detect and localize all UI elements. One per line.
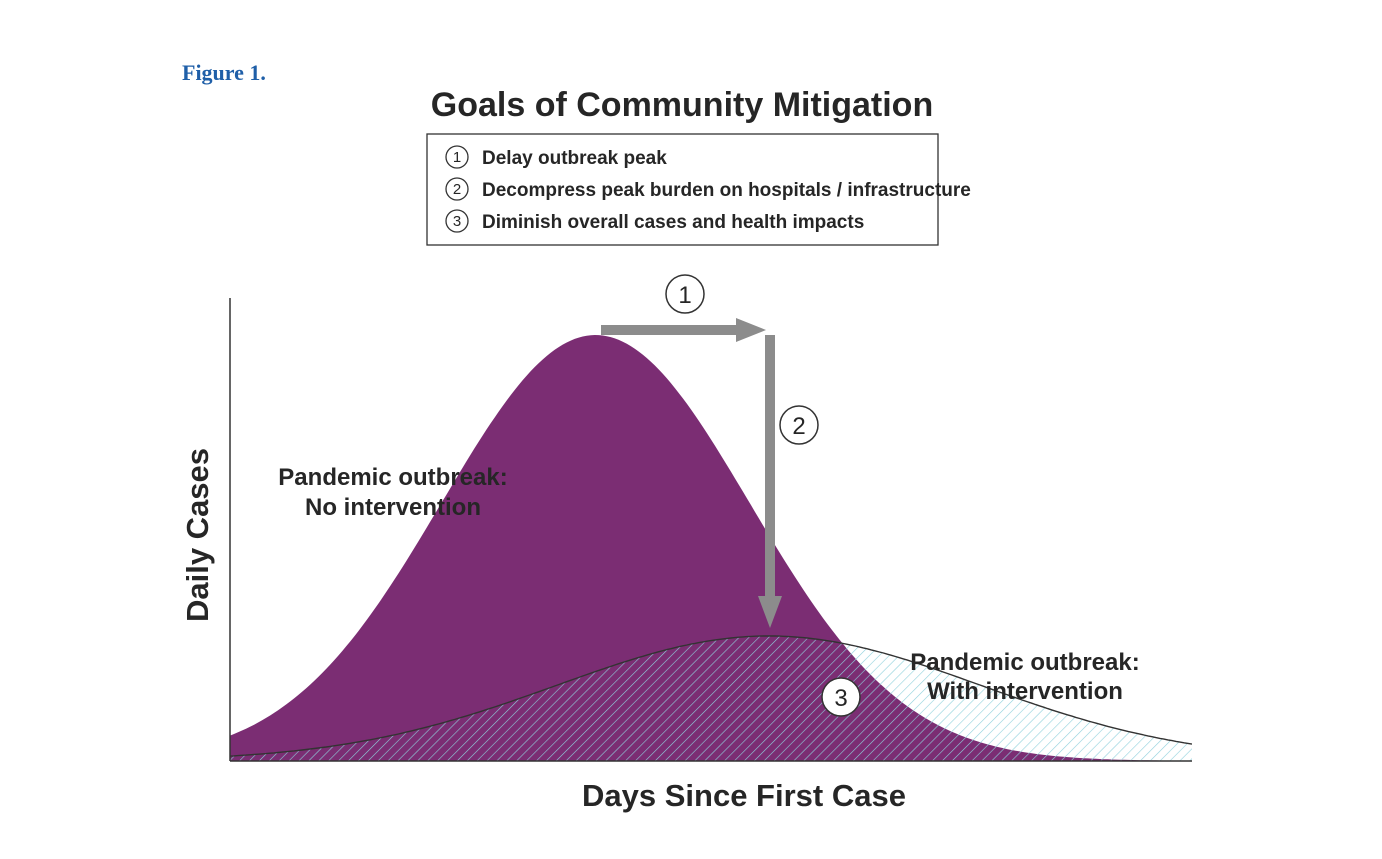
legend-item-3: 3 Diminish overall cases and health impa… xyxy=(445,209,864,233)
series-label-line: With intervention xyxy=(927,678,1123,705)
marker-2: 2 xyxy=(779,405,819,445)
series-line-with-intervention xyxy=(230,635,1192,757)
marker-number: 3 xyxy=(834,685,847,712)
marker-number: 1 xyxy=(678,282,691,309)
series-label-line: Pandemic outbreak: xyxy=(910,649,1139,676)
delay-arrow xyxy=(601,318,766,342)
marker-circle xyxy=(665,274,705,314)
legend: 1 Delay outbreak peak 2 Decompress peak … xyxy=(426,133,971,246)
delay-arrow-head xyxy=(736,318,766,342)
legend-number-circle xyxy=(445,145,469,169)
legend-number: 2 xyxy=(453,181,461,198)
legend-item-text: Decompress peak burden on hospitals / in… xyxy=(482,180,971,201)
marker-circle xyxy=(821,677,861,717)
series-label-with-intervention: Pandemic outbreak: With intervention xyxy=(910,649,1139,705)
x-axis-label: Days Since First Case xyxy=(582,778,906,813)
legend-number-circle xyxy=(445,177,469,201)
figure-label: Figure 1. xyxy=(182,60,266,85)
legend-number: 1 xyxy=(453,149,461,166)
legend-item-1: 1 Delay outbreak peak xyxy=(445,145,667,169)
legend-box xyxy=(426,133,939,246)
marker-1: 1 xyxy=(665,274,705,314)
decompress-arrow xyxy=(758,335,782,628)
chart-title: Goals of Community Mitigation xyxy=(431,86,933,124)
decompress-arrow-head xyxy=(758,596,782,628)
legend-item-2: 2 Decompress peak burden on hospitals / … xyxy=(445,177,971,201)
series-label-line: Pandemic outbreak: xyxy=(278,464,507,491)
series-label-line: No intervention xyxy=(305,494,481,521)
legend-item-text: Diminish overall cases and health impact… xyxy=(482,212,864,233)
series-area-no-intervention xyxy=(230,335,1192,761)
marker-number: 2 xyxy=(792,413,805,440)
series-label-no-intervention: Pandemic outbreak: No intervention xyxy=(278,464,507,521)
series-area-with-intervention xyxy=(230,636,1192,761)
marker-3: 3 xyxy=(821,677,861,717)
legend-item-text: Delay outbreak peak xyxy=(482,148,667,169)
marker-circle xyxy=(779,405,819,445)
y-axis-label: Daily Cases xyxy=(180,448,215,622)
legend-number: 3 xyxy=(453,213,461,230)
legend-number-circle xyxy=(445,209,469,233)
